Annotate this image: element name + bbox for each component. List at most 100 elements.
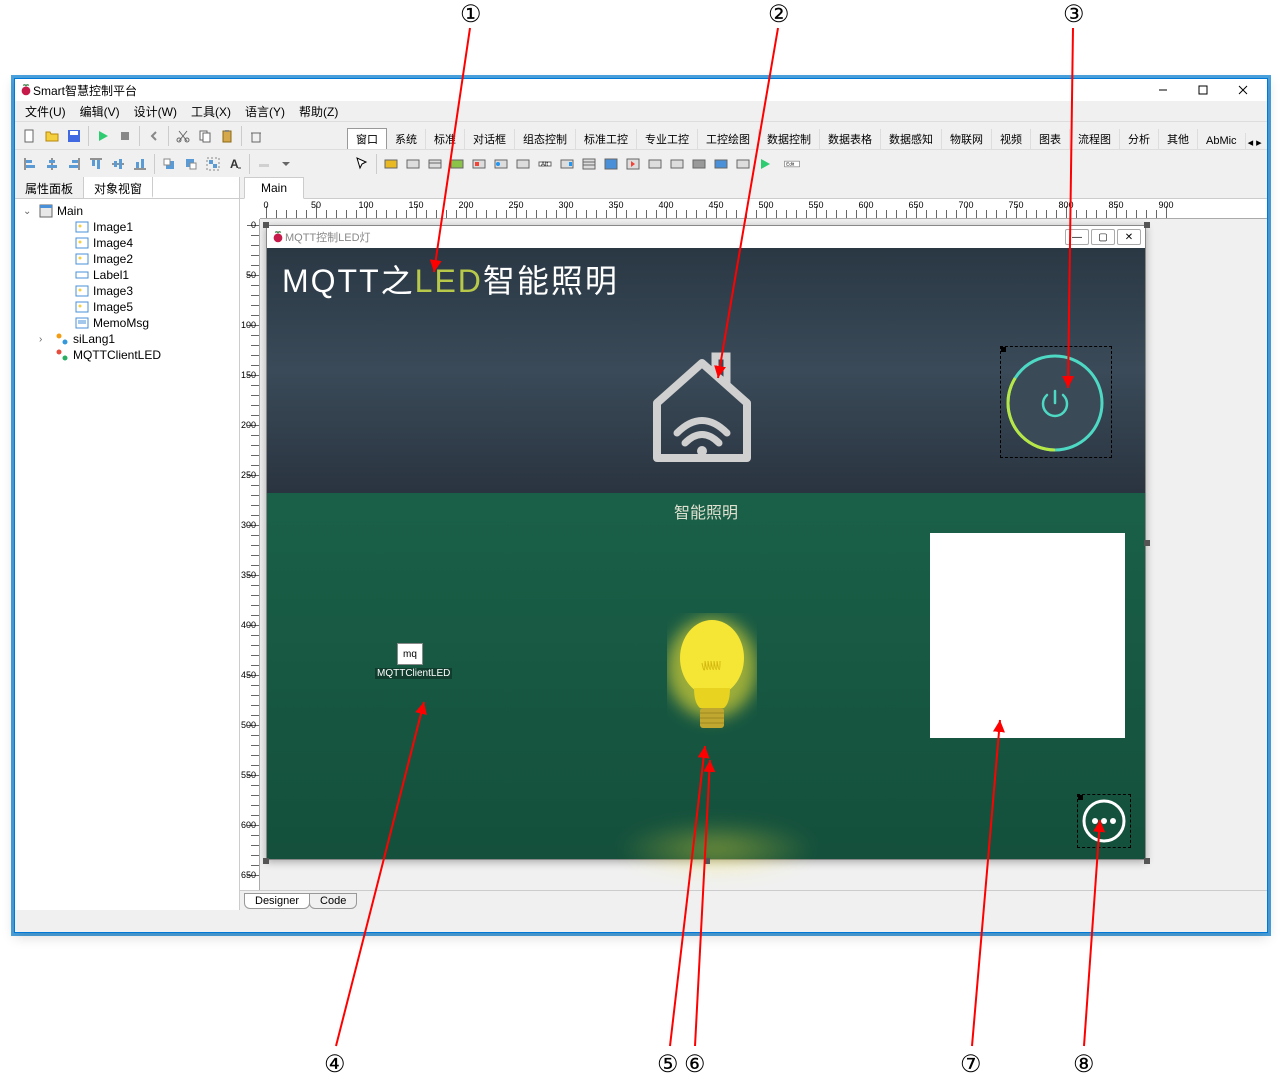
align-center-h-button[interactable] bbox=[41, 153, 63, 175]
form-resize-handle[interactable] bbox=[263, 222, 269, 228]
designer-tab-main[interactable]: Main bbox=[244, 177, 304, 199]
comp-3[interactable] bbox=[424, 153, 446, 175]
tab-designer[interactable]: Designer bbox=[244, 893, 310, 909]
comp-12[interactable] bbox=[622, 153, 644, 175]
power-button-icon[interactable] bbox=[1005, 353, 1105, 453]
comp-14[interactable] bbox=[666, 153, 688, 175]
expand-icon[interactable]: › bbox=[39, 334, 51, 345]
expand-icon[interactable]: ⌄ bbox=[23, 206, 35, 217]
run-button[interactable] bbox=[92, 125, 114, 147]
tab-pro-ind[interactable]: 专业工控 bbox=[637, 129, 698, 149]
menu-language[interactable]: 语言(Y) bbox=[239, 101, 291, 122]
form-resize-handle[interactable] bbox=[263, 858, 269, 864]
form-max-button[interactable]: ▢ bbox=[1091, 229, 1115, 245]
comp-16[interactable] bbox=[710, 153, 732, 175]
design-canvas[interactable]: MQTT控制LED灯 — ▢ ✕ MQTT之LED智能照明 bbox=[260, 219, 1267, 890]
comp-1[interactable] bbox=[380, 153, 402, 175]
close-button[interactable] bbox=[1223, 79, 1263, 101]
tab-analysis[interactable]: 分析 bbox=[1120, 129, 1159, 149]
tab-system[interactable]: 系统 bbox=[387, 129, 426, 149]
tab-flow[interactable]: 流程图 bbox=[1070, 129, 1120, 149]
send-back-button[interactable] bbox=[180, 153, 202, 175]
align-top-button[interactable] bbox=[85, 153, 107, 175]
comp-18[interactable] bbox=[754, 153, 776, 175]
tab-code[interactable]: Code bbox=[309, 893, 357, 909]
tab-properties[interactable]: 属性面板 bbox=[15, 177, 84, 198]
tree-item[interactable]: Image1 bbox=[19, 219, 235, 235]
align-left-button[interactable] bbox=[19, 153, 41, 175]
bring-front-button[interactable] bbox=[158, 153, 180, 175]
tab-other[interactable]: 其他 bbox=[1159, 129, 1198, 149]
comp-13[interactable] bbox=[644, 153, 666, 175]
tree-item[interactable]: MemoMsg bbox=[19, 315, 235, 331]
tree-root[interactable]: ⌄ Main bbox=[19, 203, 235, 219]
maximize-button[interactable] bbox=[1183, 79, 1223, 101]
lock-button[interactable] bbox=[253, 153, 275, 175]
comp-2[interactable] bbox=[402, 153, 424, 175]
dropdown-button[interactable] bbox=[275, 153, 297, 175]
designed-form[interactable]: MQTT控制LED灯 — ▢ ✕ MQTT之LED智能照明 bbox=[266, 225, 1146, 860]
paste-button[interactable] bbox=[216, 125, 238, 147]
form-close-button[interactable]: ✕ bbox=[1117, 229, 1141, 245]
tree-item[interactable]: Image5 bbox=[19, 299, 235, 315]
menu-edit[interactable]: 编辑(V) bbox=[74, 101, 126, 122]
comp-7[interactable] bbox=[512, 153, 534, 175]
stop-button[interactable] bbox=[114, 125, 136, 147]
comp-9[interactable] bbox=[556, 153, 578, 175]
tab-draw[interactable]: 工控绘图 bbox=[698, 129, 759, 149]
form-min-button[interactable]: — bbox=[1065, 229, 1089, 245]
tab-data-aware[interactable]: 数据感知 bbox=[881, 129, 942, 149]
align-middle-button[interactable] bbox=[107, 153, 129, 175]
open-button[interactable] bbox=[41, 125, 63, 147]
delete-button[interactable] bbox=[245, 125, 267, 147]
tab-iot[interactable]: 物联网 bbox=[942, 129, 992, 149]
tree-item[interactable]: Image4 bbox=[19, 235, 235, 251]
align-bottom-button[interactable] bbox=[129, 153, 151, 175]
tab-config[interactable]: 组态控制 bbox=[515, 129, 576, 149]
align-right-button[interactable] bbox=[63, 153, 85, 175]
cut-button[interactable] bbox=[172, 125, 194, 147]
comp-6[interactable] bbox=[490, 153, 512, 175]
tree-item[interactable]: ›siLang1 bbox=[19, 331, 235, 347]
tab-std-ind[interactable]: 标准工控 bbox=[576, 129, 637, 149]
tree-item[interactable]: Label1 bbox=[19, 267, 235, 283]
comp-5[interactable] bbox=[468, 153, 490, 175]
comp-11[interactable] bbox=[600, 153, 622, 175]
form-resize-handle[interactable] bbox=[1144, 540, 1150, 546]
menu-tools[interactable]: 工具(X) bbox=[185, 101, 237, 122]
tab-video[interactable]: 视频 bbox=[992, 129, 1031, 149]
tab-data-ctrl[interactable]: 数据控制 bbox=[759, 129, 820, 149]
menu-design[interactable]: 设计(W) bbox=[128, 101, 183, 122]
tab-abmic[interactable]: AbMic bbox=[1198, 133, 1246, 149]
menu-help[interactable]: 帮助(Z) bbox=[293, 101, 344, 122]
tab-chart[interactable]: 图表 bbox=[1031, 129, 1070, 149]
tree-item[interactable]: Image3 bbox=[19, 283, 235, 299]
comp-4[interactable] bbox=[446, 153, 468, 175]
memo-box[interactable] bbox=[930, 533, 1125, 738]
tab-objects[interactable]: 对象视窗 bbox=[84, 177, 153, 198]
text-button[interactable]: A bbox=[224, 153, 246, 175]
tab-dialog[interactable]: 对话框 bbox=[465, 129, 515, 149]
save-button[interactable] bbox=[63, 125, 85, 147]
minimize-button[interactable] bbox=[1143, 79, 1183, 101]
copy-button[interactable] bbox=[194, 125, 216, 147]
comp-15[interactable] bbox=[688, 153, 710, 175]
comp-19[interactable]: Edit bbox=[776, 153, 808, 175]
mqtt-component[interactable]: mq bbox=[397, 643, 423, 665]
undo-button[interactable] bbox=[143, 125, 165, 147]
menu-file[interactable]: 文件(U) bbox=[19, 101, 72, 122]
group-button[interactable] bbox=[202, 153, 224, 175]
form-resize-handle[interactable] bbox=[704, 858, 710, 864]
form-resize-handle[interactable] bbox=[1144, 858, 1150, 864]
new-button[interactable] bbox=[19, 125, 41, 147]
tab-window[interactable]: 窗口 bbox=[347, 128, 387, 149]
tree-item[interactable]: Image2 bbox=[19, 251, 235, 267]
comp-8[interactable]: Alt bbox=[534, 153, 556, 175]
tab-data-table[interactable]: 数据表格 bbox=[820, 129, 881, 149]
comp-10[interactable] bbox=[578, 153, 600, 175]
pointer-tool[interactable] bbox=[351, 153, 373, 175]
tree-item[interactable]: MQTTClientLED bbox=[19, 347, 235, 363]
form-resize-handle[interactable] bbox=[1144, 222, 1150, 228]
tab-standard[interactable]: 标准 bbox=[426, 129, 465, 149]
comp-17[interactable] bbox=[732, 153, 754, 175]
